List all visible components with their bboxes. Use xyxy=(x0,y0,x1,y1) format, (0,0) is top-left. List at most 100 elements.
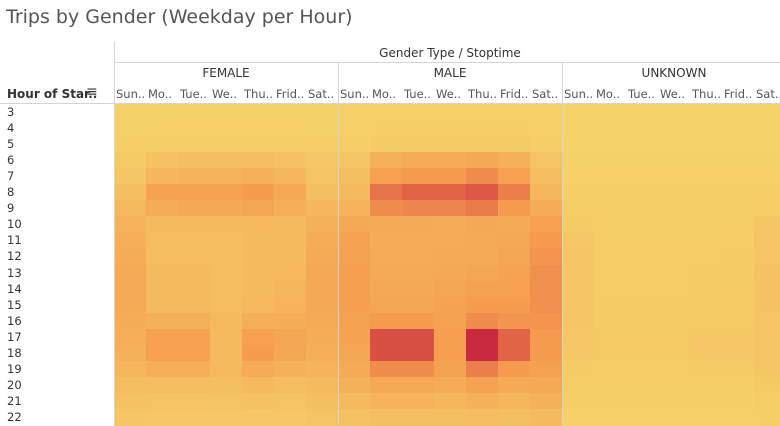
heatmap-cell xyxy=(402,344,435,362)
heatmap-cell xyxy=(690,216,723,233)
heatmap-cell xyxy=(722,152,755,169)
heatmap-cell xyxy=(690,104,723,121)
heatmap-cell xyxy=(242,168,275,185)
heatmap-cell xyxy=(242,232,275,250)
heatmap-cell xyxy=(146,216,179,233)
heatmap-cell xyxy=(690,120,723,137)
heatmap-cell xyxy=(690,328,723,346)
heatmap-cell xyxy=(210,168,243,185)
heatmap-cell xyxy=(370,280,403,298)
heatmap-cell xyxy=(658,360,691,378)
heatmap-cell xyxy=(210,376,243,394)
heatmap-cell xyxy=(338,392,371,410)
heatmap-cell xyxy=(114,328,147,346)
heatmap-cell xyxy=(370,360,403,378)
heatmap-cell xyxy=(498,248,531,266)
heatmap-cell xyxy=(722,328,755,346)
heatmap-cell xyxy=(658,392,691,410)
heatmap-cell xyxy=(562,232,595,250)
heatmap-cell xyxy=(146,280,179,298)
heatmap-cell xyxy=(146,360,179,378)
sort-icon: ≡ xyxy=(86,84,98,100)
heatmap-cell xyxy=(722,280,755,298)
day-label: Thu.. xyxy=(692,87,721,101)
hour-label: 17 xyxy=(7,329,22,344)
heatmap-cell xyxy=(498,376,531,394)
heatmap-cell xyxy=(626,408,659,426)
heatmap-cell xyxy=(434,216,467,233)
heatmap-cell xyxy=(690,360,723,378)
heatmap-cell xyxy=(626,360,659,378)
heatmap-cell xyxy=(338,280,371,298)
heatmap-cell xyxy=(274,344,307,362)
heatmap-cell xyxy=(114,104,147,121)
heatmap-cell xyxy=(274,360,307,378)
heatmap-cell xyxy=(434,408,467,426)
heatmap-cell xyxy=(754,360,780,378)
heatmap-cell xyxy=(594,328,627,346)
heatmap-cell xyxy=(146,264,179,282)
day-label: Sun.. xyxy=(116,87,146,101)
day-label: Sat.. xyxy=(308,87,335,101)
heatmap-cell xyxy=(274,296,307,314)
heatmap-cell xyxy=(434,200,467,217)
heatmap-cell xyxy=(210,104,243,121)
heatmap-cell xyxy=(210,296,243,314)
heatmap-cell xyxy=(434,152,467,169)
heatmap-cell xyxy=(370,232,403,250)
heatmap-cell xyxy=(594,408,627,426)
heatmap-cell xyxy=(306,408,339,426)
heatmap-cell xyxy=(146,392,179,410)
heatmap-cell xyxy=(338,216,371,233)
heatmap-cell xyxy=(146,296,179,314)
day-label: Mo.. xyxy=(148,87,173,101)
heatmap-cell xyxy=(146,328,179,346)
heatmap-cell xyxy=(690,376,723,394)
heatmap-cell xyxy=(306,376,339,394)
hour-label: 12 xyxy=(7,249,22,264)
heatmap-cell xyxy=(242,328,275,346)
heatmap-cell xyxy=(114,296,147,314)
heatmap-cell xyxy=(530,344,563,362)
heatmap-cell xyxy=(434,120,467,137)
heatmap-cell xyxy=(434,392,467,410)
heatmap-cell xyxy=(434,328,467,346)
hour-label: 5 xyxy=(7,137,15,152)
heatmap-cell xyxy=(690,136,723,153)
heatmap-cell xyxy=(530,376,563,394)
heatmap-cell xyxy=(434,248,467,266)
heatmap-cell xyxy=(754,392,780,410)
heatmap-cell xyxy=(210,344,243,362)
heatmap-cell xyxy=(434,344,467,362)
heatmap-cell xyxy=(466,296,499,314)
heatmap-cell xyxy=(306,184,339,201)
hour-label: 3 xyxy=(7,105,15,119)
heatmap-cell xyxy=(658,216,691,233)
heatmap-cell xyxy=(242,152,275,169)
heatmap-cell xyxy=(210,264,243,282)
gender-label-male: MALE xyxy=(433,66,467,80)
heatmap-cell xyxy=(210,360,243,378)
heatmap-cell xyxy=(370,408,403,426)
hour-label: 21 xyxy=(7,393,22,408)
hour-label: 11 xyxy=(7,233,22,248)
heatmap-cell xyxy=(498,280,531,298)
hour-label: 10 xyxy=(7,217,22,232)
heatmap-cell xyxy=(498,344,531,362)
heatmap-cell xyxy=(338,328,371,346)
day-label: We.. xyxy=(660,87,686,101)
hour-label: 16 xyxy=(7,313,22,328)
heatmap-cell xyxy=(242,184,275,201)
hour-label: 4 xyxy=(7,121,15,136)
heatmap-cell xyxy=(114,376,147,394)
heatmap-cell xyxy=(562,168,595,185)
heatmap-cell xyxy=(178,216,211,233)
heatmap-cell xyxy=(242,408,275,426)
heatmap-cell xyxy=(466,360,499,378)
heatmap-cell xyxy=(658,248,691,266)
heatmap-cell xyxy=(210,200,243,217)
heatmap-cell xyxy=(178,280,211,298)
heatmap-cell xyxy=(466,104,499,121)
heatmap-cell xyxy=(562,360,595,378)
heatmap-cell xyxy=(466,264,499,282)
